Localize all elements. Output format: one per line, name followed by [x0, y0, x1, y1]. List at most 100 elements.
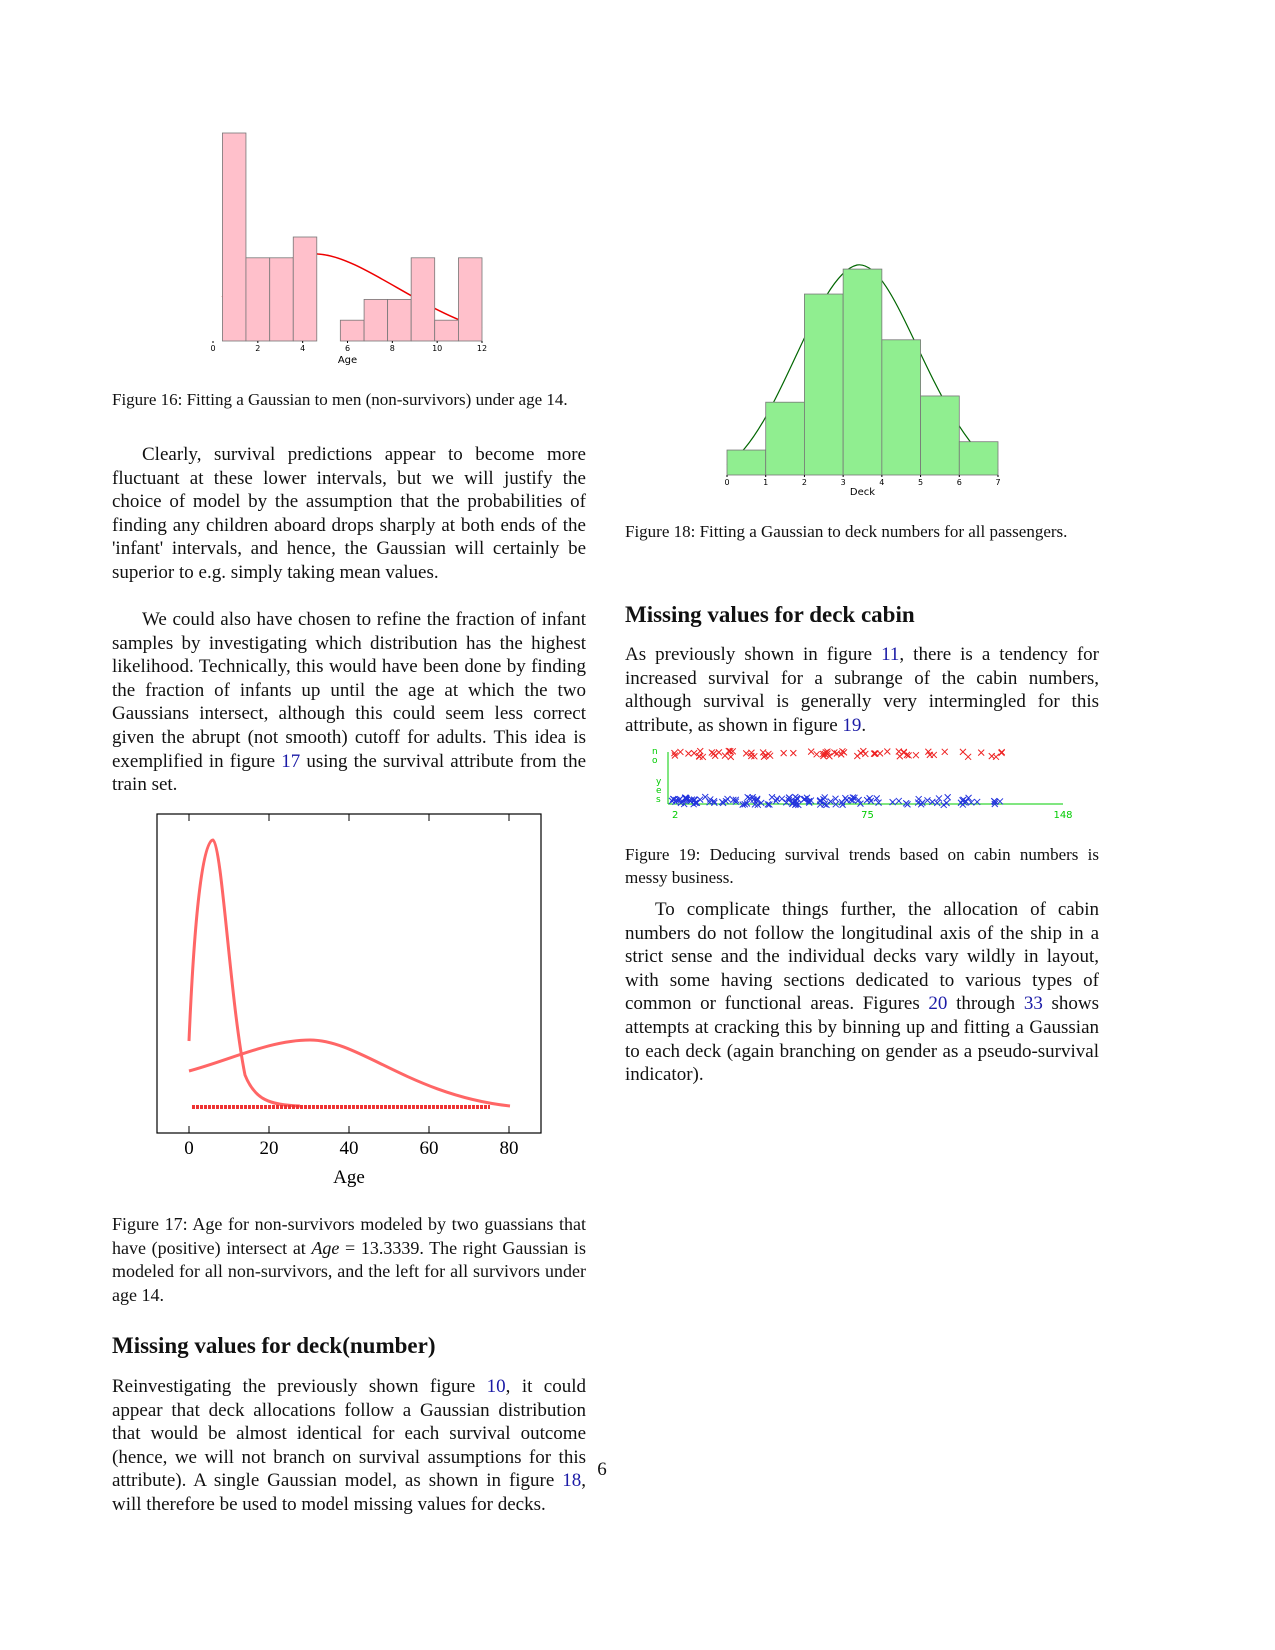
y-category-label: yes	[656, 777, 662, 805]
point	[789, 749, 797, 757]
point	[991, 800, 999, 808]
point	[687, 797, 694, 805]
point	[794, 795, 801, 803]
point	[961, 799, 968, 806]
x-axis-label: Deck	[850, 487, 875, 498]
x-tick-label: 6	[345, 344, 350, 353]
x-tick-label: 40	[340, 1138, 359, 1159]
bar	[222, 132, 247, 342]
point	[690, 749, 698, 757]
point	[710, 799, 718, 807]
figure-ref[interactable]: 11	[881, 644, 900, 665]
point	[883, 748, 891, 755]
point	[681, 794, 689, 802]
point	[773, 795, 781, 803]
point	[669, 795, 677, 803]
point	[741, 800, 749, 808]
text: shows attempts at cracking this by binni…	[625, 993, 1099, 1086]
figure-ref[interactable]: 10	[486, 1376, 506, 1397]
point	[732, 796, 740, 804]
point	[744, 793, 752, 801]
point	[765, 750, 772, 758]
figure-ref[interactable]: 33	[1023, 993, 1043, 1015]
text: , it could appear that deck allocations …	[112, 1376, 586, 1492]
x-tick-label: 0	[210, 344, 215, 353]
figure-ref[interactable]: 18	[562, 1470, 582, 1492]
gaussian-non-survivors	[188, 1038, 511, 1108]
text: Figure 17: Age for non-survivors modeled…	[112, 1214, 586, 1258]
x-tick-label: 12	[477, 344, 487, 353]
point	[743, 800, 751, 807]
x-tick-label: 75	[861, 810, 874, 821]
point	[849, 797, 857, 804]
gaussian-survivors	[187, 838, 301, 1108]
text: Reinvestigating the previously shown fig…	[112, 1376, 487, 1397]
point	[757, 799, 765, 807]
caption: Figure 16: Fitting a Gaussian to men (no…	[112, 390, 568, 409]
point	[685, 750, 692, 757]
point	[813, 750, 820, 758]
bar	[920, 395, 960, 476]
bar	[410, 257, 436, 342]
point	[786, 794, 793, 802]
figure-ref[interactable]: 17	[281, 750, 301, 772]
bar	[726, 449, 767, 476]
point	[726, 747, 734, 755]
point	[759, 749, 767, 756]
caption: Figure 17: Age for non-survivors modeled…	[112, 1213, 586, 1307]
point	[699, 753, 707, 761]
x-tick-label: 4	[300, 344, 305, 353]
point	[800, 796, 808, 803]
bar	[958, 441, 999, 476]
point	[943, 799, 950, 807]
x-tick-label: 6	[957, 478, 962, 487]
y-category-label: no	[652, 747, 658, 766]
paragraph: Reinvestigating the previously shown fig…	[112, 1375, 586, 1517]
point	[696, 796, 704, 803]
point	[823, 801, 830, 809]
bar	[339, 319, 365, 342]
bar	[458, 257, 483, 342]
point	[754, 801, 762, 809]
point	[821, 794, 829, 801]
x-tick-label: 0	[184, 1138, 194, 1159]
bar	[842, 268, 883, 476]
point	[875, 799, 882, 807]
point	[973, 798, 981, 806]
x-tick-label: 1	[763, 478, 768, 487]
point	[876, 750, 884, 757]
point	[803, 794, 811, 802]
point	[780, 749, 788, 757]
text: , will therefore be used to model missin…	[112, 1470, 586, 1515]
point	[807, 748, 815, 756]
point	[988, 752, 996, 760]
figure-ref[interactable]: 20	[928, 993, 948, 1015]
bar	[363, 298, 389, 342]
point	[967, 799, 975, 806]
point	[977, 749, 985, 756]
point	[895, 797, 903, 805]
point	[721, 752, 729, 759]
point	[944, 793, 952, 801]
bar	[269, 257, 294, 342]
point	[998, 749, 1005, 757]
bar	[765, 401, 805, 476]
point	[859, 747, 867, 755]
point	[766, 801, 773, 808]
point	[904, 801, 911, 808]
point	[751, 801, 759, 808]
point	[732, 798, 740, 806]
paragraph: As previously shown in figure 11, there …	[625, 643, 1099, 737]
x-tick-label: 20	[260, 1138, 279, 1159]
point	[833, 750, 841, 757]
text: = 13.3339. The right Gaussian is modeled…	[112, 1237, 586, 1305]
point	[671, 752, 679, 759]
point	[912, 751, 920, 759]
figure-ref[interactable]: 19	[842, 714, 862, 736]
point	[764, 801, 772, 808]
point	[711, 752, 719, 760]
x-tick-label: 4	[879, 478, 884, 487]
x-tick-label: 5	[918, 478, 923, 487]
point	[725, 747, 733, 755]
